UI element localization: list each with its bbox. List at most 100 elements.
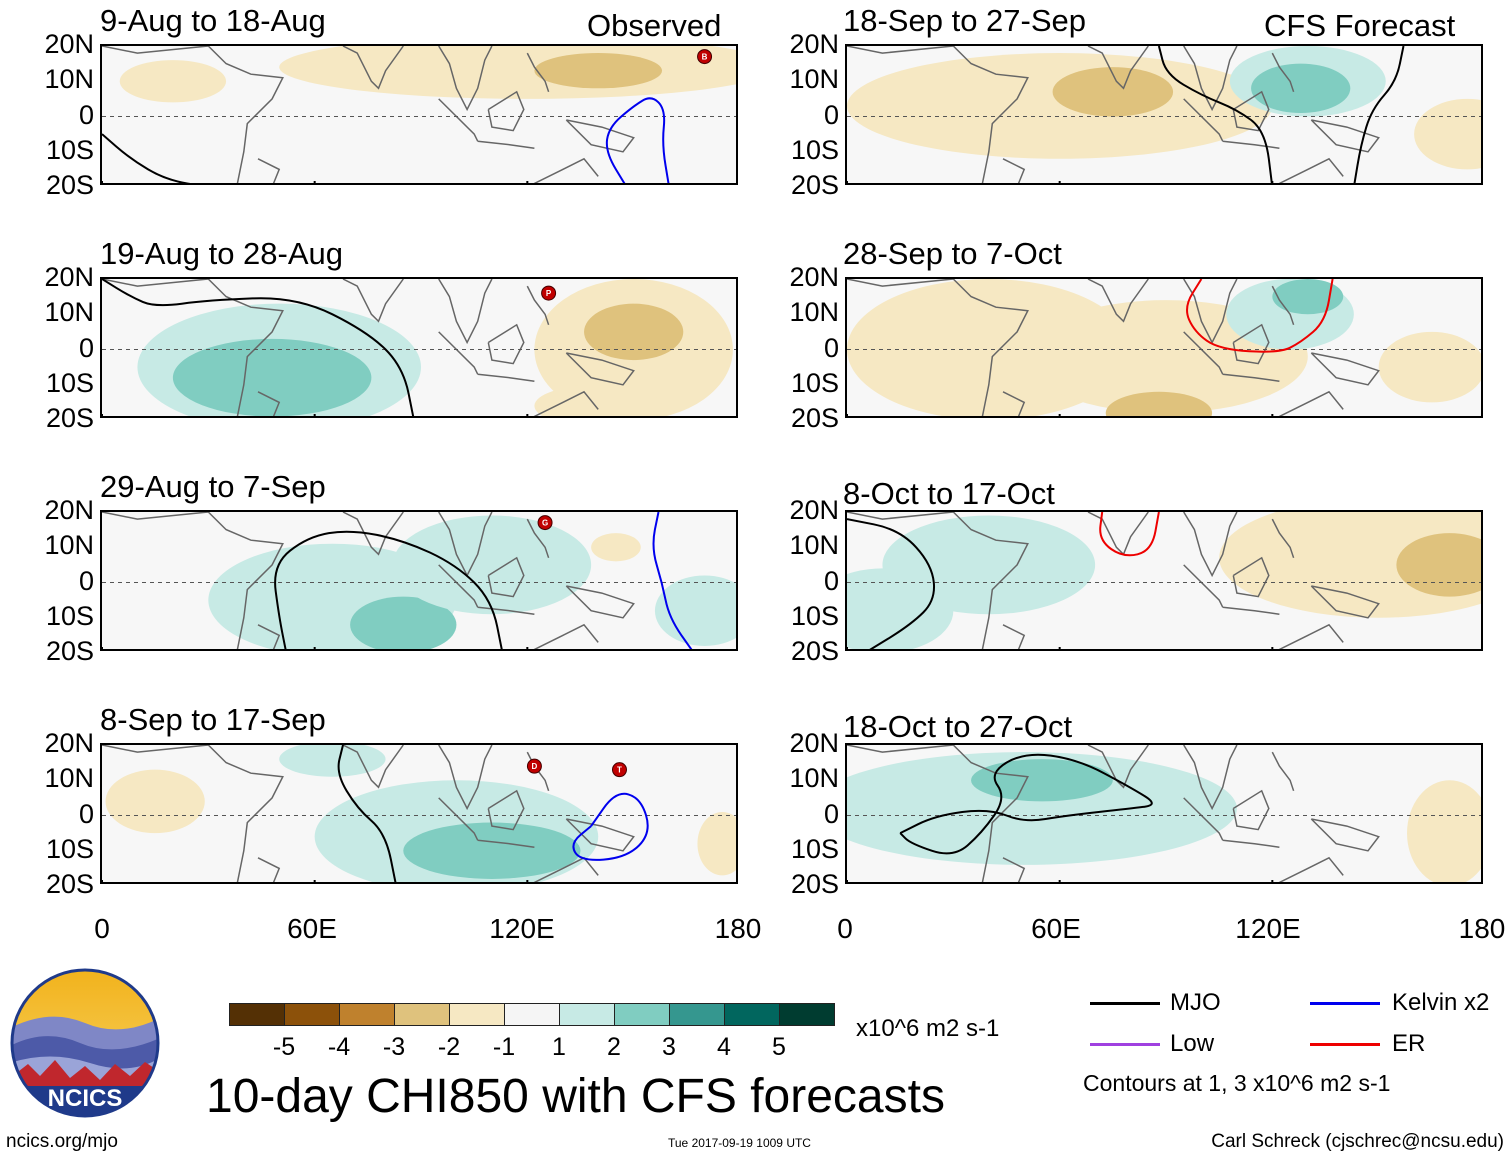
storm-marker-p1-0: B	[697, 49, 713, 65]
storm-marker-p3-0: G	[537, 515, 553, 531]
anomaly-region-p8-1	[971, 759, 1113, 802]
anomaly-region-p3-1	[350, 596, 457, 649]
ytick-label: 20N	[44, 262, 94, 292]
coastline-p1	[102, 46, 635, 183]
map-panel-p2: P	[100, 277, 738, 418]
anomaly-region-p7-2	[1396, 533, 1481, 597]
svg-text:T: T	[617, 766, 622, 775]
xtick-right-120e: 120E	[1235, 913, 1301, 944]
anomaly-region-p6-4	[1272, 279, 1344, 315]
footer-author: Carl Schreck (cjschrec@ncsu.edu)	[1211, 1131, 1504, 1152]
anomaly-region-p3-2	[392, 515, 592, 615]
anomaly-region-p6-2	[1105, 391, 1213, 416]
map-canvas-p6	[847, 279, 1481, 416]
xtick-left-0: 0	[94, 913, 110, 944]
contour-p5-0	[1157, 46, 1273, 183]
ytick-label: 10S	[45, 600, 94, 631]
panel-title-p7: 8-Oct to 17-Oct	[843, 476, 1055, 511]
contour-p3-1	[652, 512, 693, 649]
ytick-label: 20N	[789, 29, 839, 59]
xtick-left-180: 180	[714, 913, 762, 944]
contour-p1-1	[605, 97, 670, 183]
coastline-p8	[847, 745, 1380, 882]
contour-p7-1	[1099, 512, 1160, 557]
svg-text:B: B	[702, 53, 708, 62]
panel-title-p8: 18-Oct to 27-Oct	[843, 709, 1073, 744]
colorbar-label: -4	[327, 1033, 351, 1061]
ytick-label: 10S	[790, 833, 839, 864]
ytick-label: 20S	[45, 636, 94, 666]
anomaly-region-p8-0	[847, 752, 1237, 865]
anomaly-region-p3-4	[591, 533, 641, 562]
xtick-right-60e: 60E	[1031, 913, 1081, 944]
svg-text:D: D	[532, 762, 538, 771]
anomaly-region-p7-3	[847, 568, 954, 649]
ytick-label: 20S	[45, 869, 94, 899]
map-canvas-p8	[847, 745, 1481, 882]
anomaly-region-p2-1	[172, 338, 372, 416]
contour-p7-0	[847, 518, 936, 649]
ytick-label: 10S	[790, 134, 839, 165]
legend-mjo-line	[1090, 1002, 1160, 1005]
ytick-label: 20S	[45, 170, 94, 200]
anomaly-region-p4-2	[279, 745, 386, 777]
colorbar-swatch	[339, 1003, 395, 1026]
colorbar-label: -3	[382, 1033, 406, 1061]
colorbar-label: 3	[662, 1033, 676, 1061]
legend-low-label: Low	[1170, 1030, 1215, 1057]
contour-note: Contours at 1, 3 x10^6 m2 s-1	[1083, 1070, 1391, 1096]
coastline-p7	[847, 512, 1380, 649]
contour-p1-0	[102, 133, 191, 183]
ytick-label: 20N	[789, 728, 839, 758]
legend-er-line	[1310, 1043, 1380, 1046]
map-panel-p7	[845, 510, 1483, 651]
anomaly-region-p2-4	[534, 384, 663, 416]
coastline-p4	[102, 745, 635, 882]
ytick-label: 20S	[790, 170, 839, 200]
contour-p4-0	[337, 745, 397, 882]
ytick-label: 10N	[789, 530, 839, 561]
anomaly-region-p1-0	[279, 46, 736, 99]
colorbar-label: 2	[607, 1033, 621, 1061]
ytick-label: 0	[78, 798, 94, 829]
ytick-label: 0	[823, 565, 839, 596]
colorbar-label: -1	[492, 1033, 516, 1061]
panel-title-p1: 9-Aug to 18-Aug	[100, 3, 326, 38]
contour-p3-0	[274, 530, 503, 649]
ytick-label: 0	[823, 99, 839, 130]
anomaly-region-p5-3	[1251, 63, 1351, 113]
ytick-label: 0	[78, 99, 94, 130]
ytick-label: 10N	[789, 763, 839, 794]
colorbar-swatch	[559, 1003, 615, 1026]
panel-title-p6: 28-Sep to 7-Oct	[843, 236, 1062, 271]
colorbar-swatch	[504, 1003, 560, 1026]
footer-url[interactable]: ncics.org/mjo	[6, 1131, 118, 1152]
anomaly-region-p5-1	[1052, 67, 1174, 117]
ytick-label: 0	[78, 332, 94, 363]
logo-text: NCICS	[48, 1085, 123, 1112]
ytick-label: 20S	[790, 869, 839, 899]
panel-title-p4: 8-Sep to 17-Sep	[100, 702, 326, 737]
map-canvas-p5	[847, 46, 1481, 183]
anomaly-region-p6-5	[1378, 331, 1481, 403]
contour-p8-0	[899, 753, 1153, 855]
ytick-label: 10N	[789, 297, 839, 328]
svg-text:P: P	[546, 289, 552, 298]
ytick-label: 0	[823, 332, 839, 363]
xtick-left-120e: 120E	[489, 913, 555, 944]
ytick-label: 20S	[790, 403, 839, 433]
ytick-label: 10S	[45, 833, 94, 864]
anomaly-region-p4-3	[105, 769, 205, 834]
map-canvas-p3: G	[102, 512, 736, 649]
contour-p6-0	[1186, 279, 1334, 353]
footer-timestamp: Tue 2017-09-19 1009 UTC	[668, 1136, 811, 1150]
ytick-label: 20S	[45, 403, 94, 433]
anomaly-region-p4-4	[697, 811, 736, 876]
colorbar-label: 1	[552, 1033, 566, 1061]
ytick-label: 10S	[790, 367, 839, 398]
colorbar-swatch	[669, 1003, 725, 1026]
legend-low-line	[1090, 1043, 1160, 1046]
anomaly-region-p1-1	[534, 53, 663, 89]
